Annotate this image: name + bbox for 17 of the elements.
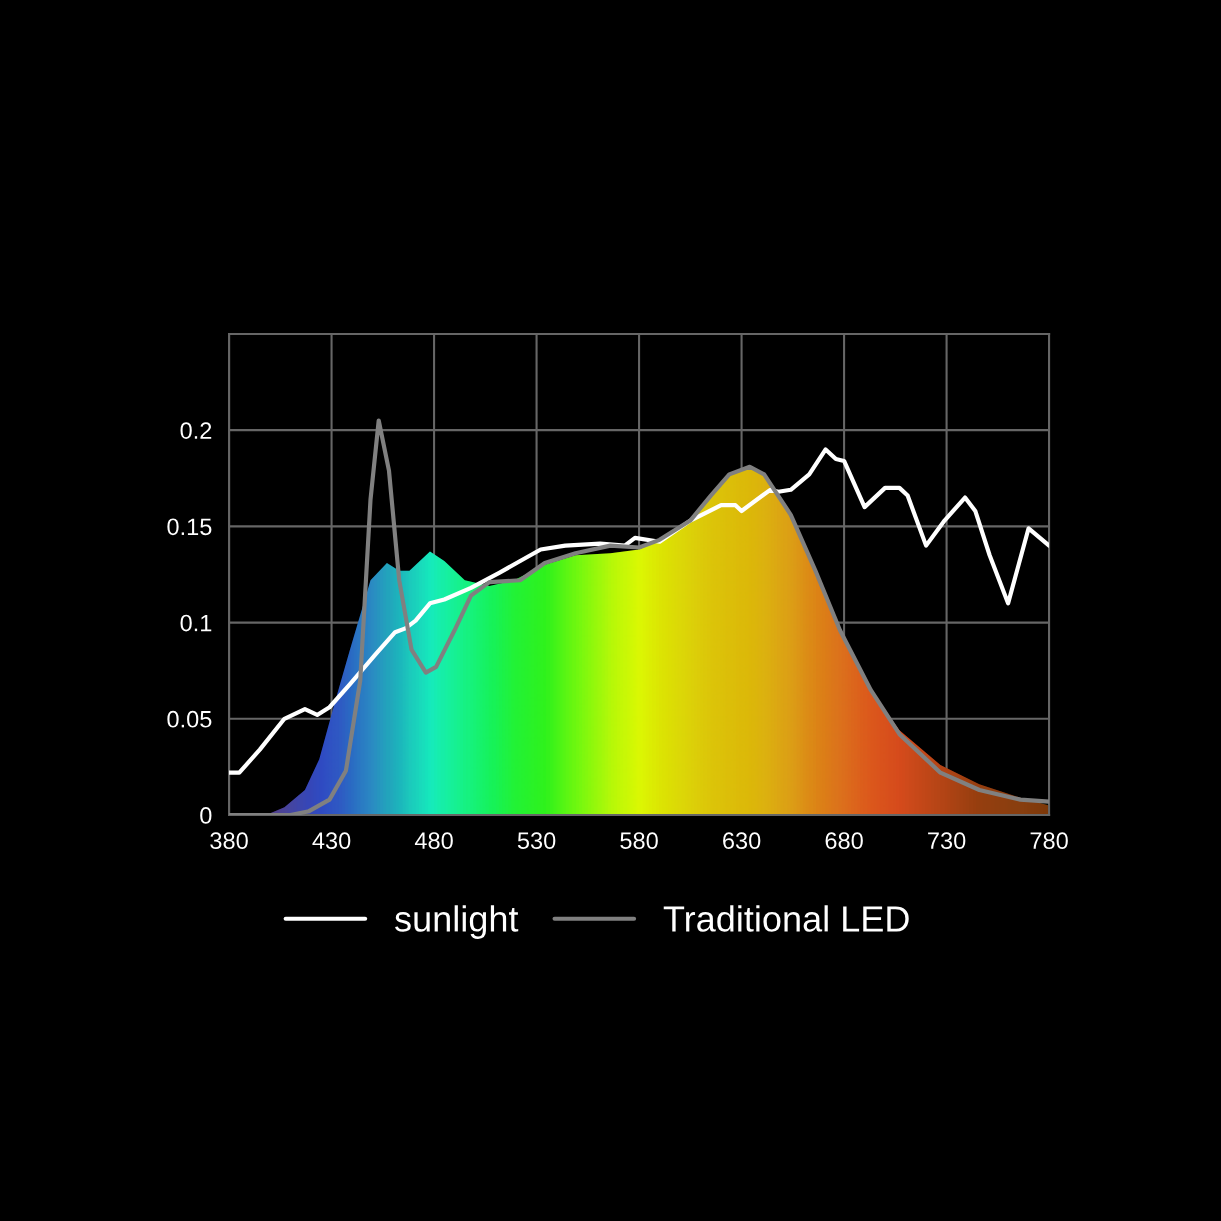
x-tick-label: 430 bbox=[312, 832, 351, 850]
y-tick-label: 0.15 bbox=[167, 518, 212, 536]
x-tick-label: 530 bbox=[517, 832, 556, 850]
x-tick-label: 680 bbox=[825, 832, 863, 850]
x-tick-label: 730 bbox=[928, 832, 966, 850]
y-tick-label: 0.2 bbox=[180, 422, 212, 439]
y-tick-label: 0 bbox=[200, 807, 212, 824]
legend-label: Traditional LED bbox=[663, 905, 909, 932]
y-tick-label: 0.05 bbox=[167, 710, 212, 728]
x-tick-label: 630 bbox=[723, 832, 761, 850]
x-tick-label: 480 bbox=[414, 832, 453, 850]
x-tick-label: 580 bbox=[620, 832, 658, 850]
line-series bbox=[229, 447, 1050, 775]
legend-label: sunlight bbox=[395, 905, 519, 939]
x-tick-label: 780 bbox=[1030, 832, 1068, 850]
x-tick-label: 380 bbox=[210, 832, 248, 850]
y-tick-label: 0.1 bbox=[180, 614, 212, 632]
